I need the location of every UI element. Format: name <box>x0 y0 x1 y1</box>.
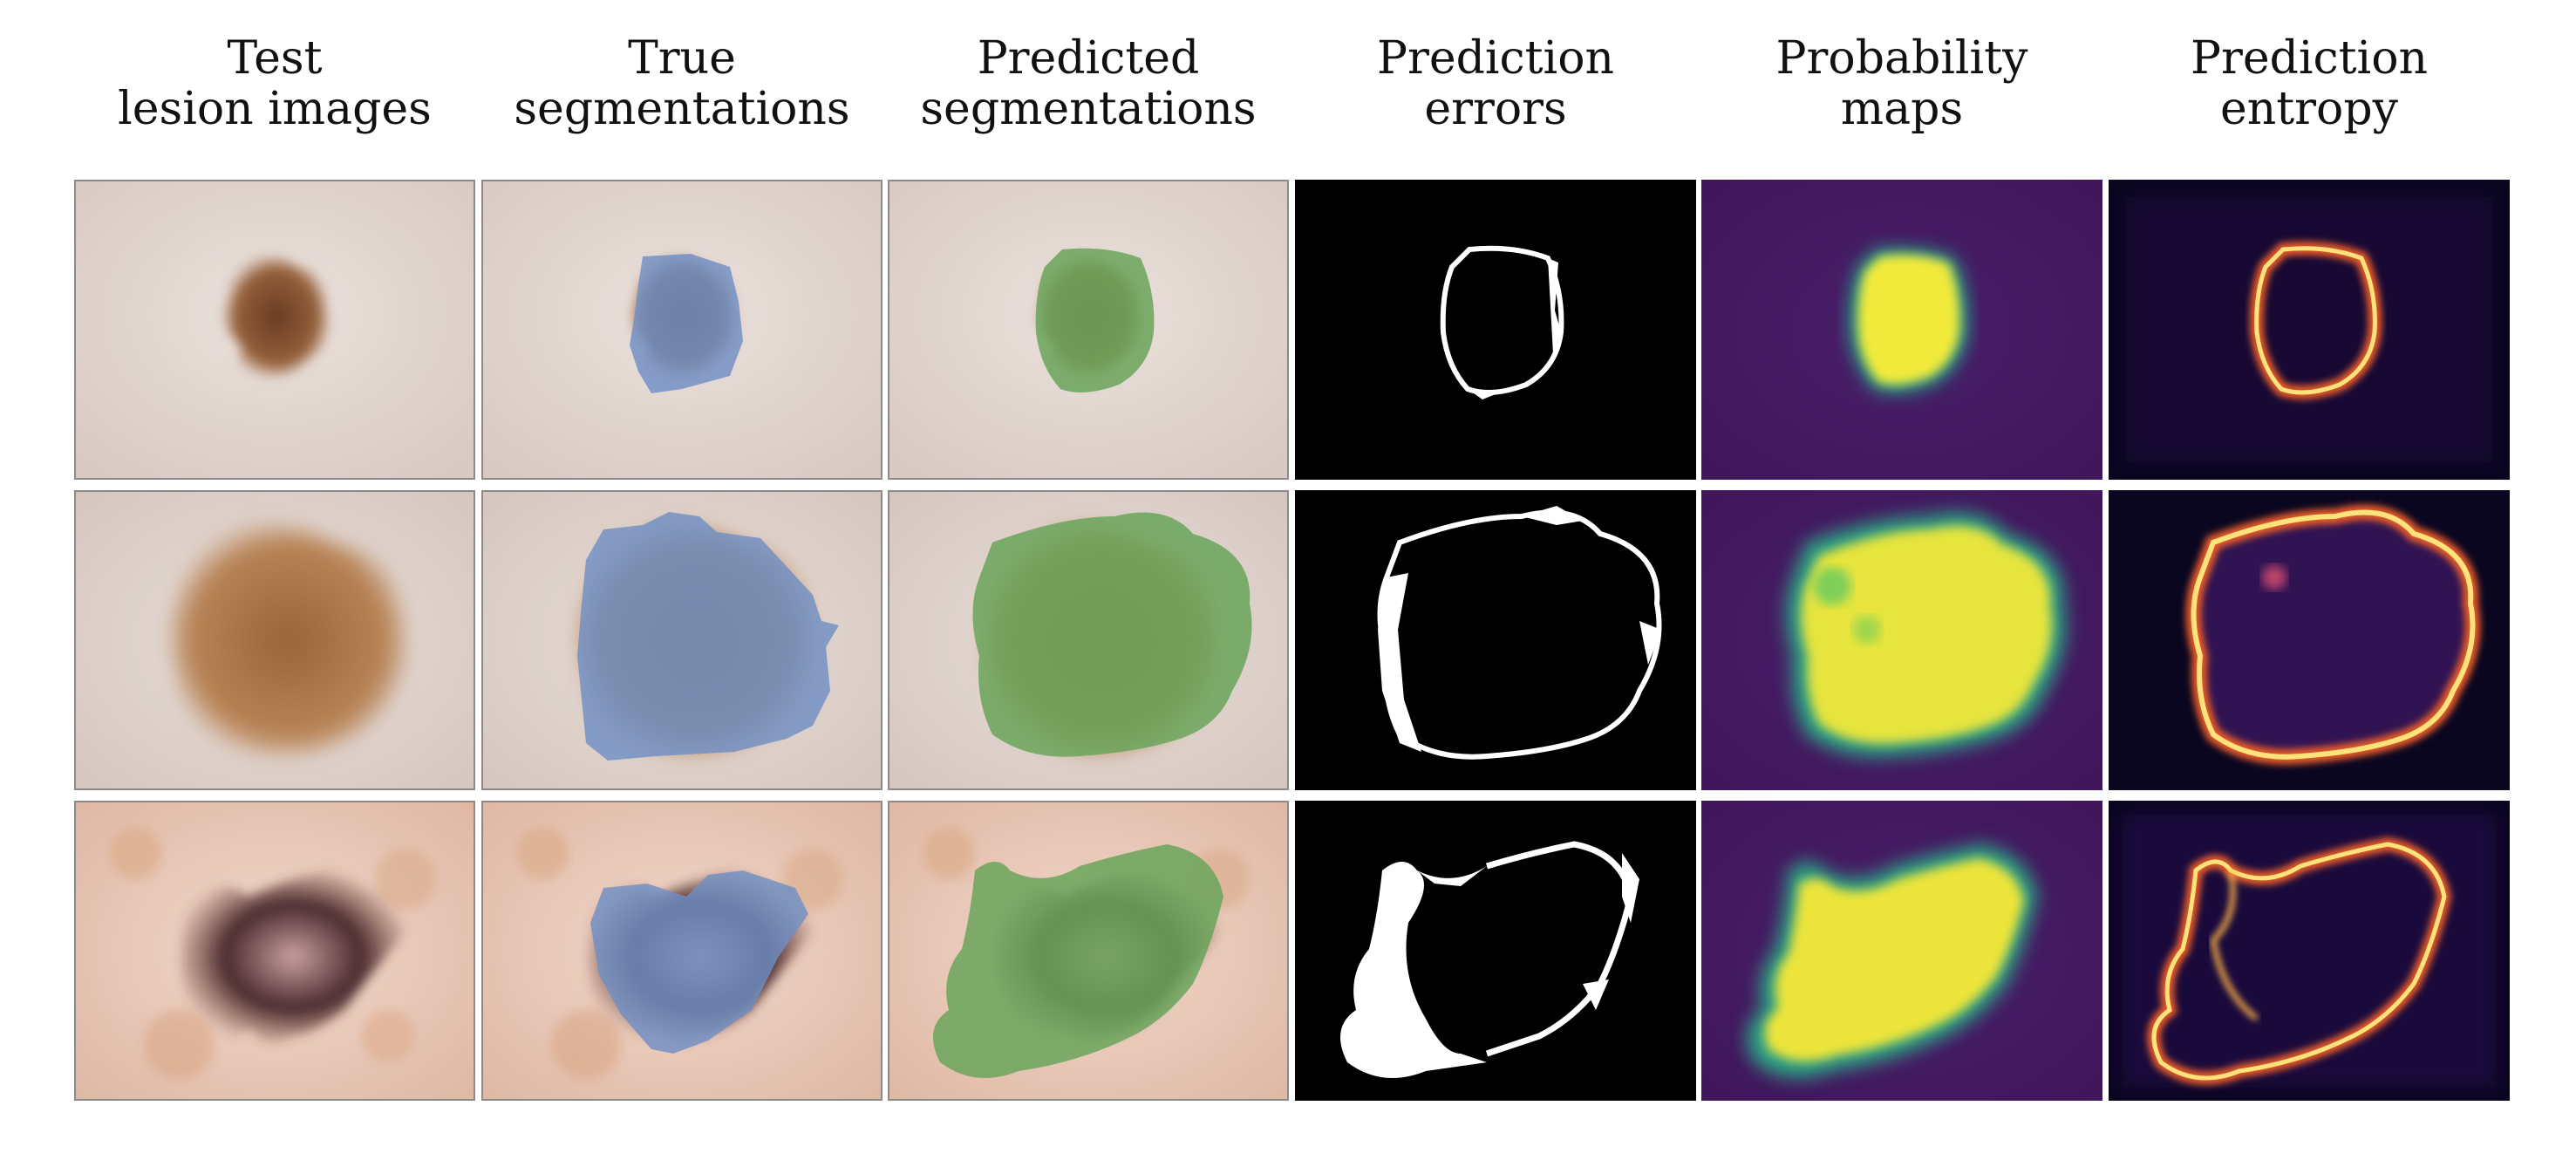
predicted-segmentation-row-1 <box>888 180 1289 480</box>
entropy-map-row-3 <box>2109 801 2510 1101</box>
predicted-segmentation-row-2 <box>888 490 1289 790</box>
entropy-map-row-2 <box>2109 490 2510 790</box>
header-true-segmentations: True segmentations <box>514 32 850 135</box>
lesion-image-row-2 <box>74 490 475 790</box>
probability-map-row-2 <box>1701 490 2102 790</box>
lesion-image-row-3 <box>74 801 475 1101</box>
prediction-errors-row-2 <box>1295 490 1696 790</box>
prediction-errors-row-1 <box>1295 180 1696 480</box>
probability-map-row-3 <box>1701 801 2102 1101</box>
probability-map-row-1 <box>1701 180 2102 480</box>
header-prediction-entropy: Prediction entropy <box>2191 32 2428 135</box>
true-segmentation-row-1 <box>481 180 883 480</box>
lesion-image-row-1 <box>74 180 475 480</box>
predicted-segmentation-row-3 <box>888 801 1289 1101</box>
header-probability-maps: Probability maps <box>1775 32 2028 135</box>
true-segmentation-row-2 <box>481 490 883 790</box>
header-test-lesion-images: Test lesion images <box>118 32 432 135</box>
prediction-errors-row-3 <box>1295 801 1696 1101</box>
header-predicted-segmentations: Predicted segmentations <box>920 32 1257 135</box>
true-segmentation-row-3 <box>481 801 883 1101</box>
entropy-map-row-1 <box>2109 180 2510 480</box>
header-prediction-errors: Prediction errors <box>1377 32 1614 135</box>
